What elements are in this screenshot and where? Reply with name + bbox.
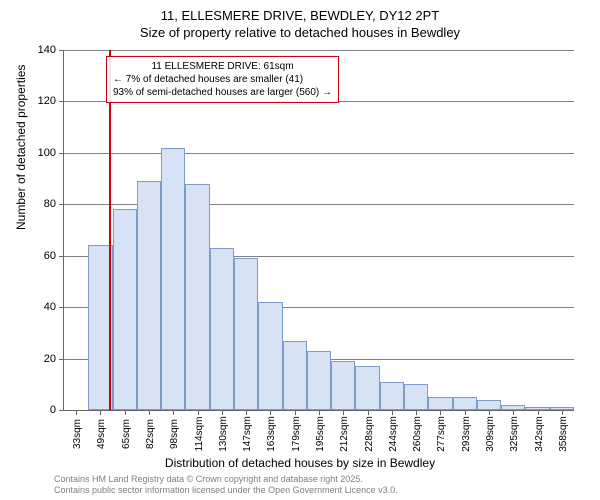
histogram-bar	[307, 351, 331, 410]
y-tick-label: 120	[38, 95, 56, 107]
x-tick-label: 33sqm	[72, 419, 83, 449]
histogram-bar	[477, 400, 501, 410]
histogram-bar	[355, 366, 379, 410]
histogram-bar	[161, 148, 185, 410]
x-tick-label: 82sqm	[145, 419, 156, 449]
y-tick	[59, 204, 64, 205]
x-tick	[538, 410, 539, 415]
attribution-line1: Contains HM Land Registry data © Crown c…	[54, 474, 398, 485]
x-tick	[246, 410, 247, 415]
histogram-bar	[137, 181, 161, 410]
x-axis-title: Distribution of detached houses by size …	[0, 456, 600, 470]
histogram-bar	[210, 248, 234, 410]
histogram-bar	[185, 184, 209, 410]
attribution-line2: Contains public sector information licen…	[54, 485, 398, 496]
x-tick-label: 277sqm	[436, 416, 447, 452]
x-tick-label: 179sqm	[291, 416, 302, 452]
x-tick	[76, 410, 77, 415]
y-tick-label: 40	[44, 301, 56, 313]
chart-title: 11, ELLESMERE DRIVE, BEWDLEY, DY12 2PT	[0, 0, 600, 23]
y-tick	[59, 101, 64, 102]
x-tick-label: 212sqm	[339, 416, 350, 452]
histogram-bar	[331, 361, 355, 410]
plot-area: 02040608010012014033sqm49sqm65sqm82sqm98…	[63, 50, 574, 411]
x-tick	[100, 410, 101, 415]
y-tick-label: 0	[50, 404, 56, 416]
annotation-line1: 11 ELLESMERE DRIVE: 61sqm	[113, 60, 332, 73]
histogram-bar	[428, 397, 452, 410]
y-tick	[59, 256, 64, 257]
marker-line	[109, 50, 111, 410]
chart-subtitle: Size of property relative to detached ho…	[0, 23, 600, 40]
x-tick-label: 195sqm	[315, 416, 326, 452]
y-tick-label: 100	[38, 147, 56, 159]
y-tick	[59, 153, 64, 154]
histogram-bar	[258, 302, 282, 410]
y-axis-title: Number of detached properties	[14, 65, 28, 230]
x-tick-label: 163sqm	[266, 416, 277, 452]
x-tick-label: 147sqm	[242, 416, 253, 452]
y-tick-label: 60	[44, 250, 56, 262]
y-tick-label: 140	[38, 44, 56, 56]
y-tick	[59, 50, 64, 51]
histogram-bar	[453, 397, 477, 410]
x-tick	[416, 410, 417, 415]
x-tick-label: 130sqm	[218, 416, 229, 452]
grid-line	[64, 50, 574, 51]
x-tick	[513, 410, 514, 415]
histogram-bar	[404, 384, 428, 410]
annotation-box: 11 ELLESMERE DRIVE: 61sqm ← 7% of detach…	[106, 56, 339, 103]
x-tick-label: 260sqm	[412, 416, 423, 452]
x-tick-label: 114sqm	[194, 417, 205, 452]
chart-container: 11, ELLESMERE DRIVE, BEWDLEY, DY12 2PT S…	[0, 0, 600, 500]
x-tick	[295, 410, 296, 415]
x-tick-label: 358sqm	[558, 416, 569, 452]
x-tick	[368, 410, 369, 415]
x-tick	[562, 410, 563, 415]
grid-line	[64, 153, 574, 154]
y-tick-label: 20	[44, 353, 56, 365]
x-tick-label: 309sqm	[485, 416, 496, 452]
x-tick	[149, 410, 150, 415]
x-tick	[125, 410, 126, 415]
x-tick-label: 65sqm	[121, 419, 132, 449]
histogram-bar	[380, 382, 404, 410]
histogram-bar	[234, 258, 258, 410]
x-tick	[222, 410, 223, 415]
x-tick	[173, 410, 174, 415]
y-tick	[59, 359, 64, 360]
x-tick	[465, 410, 466, 415]
x-tick	[440, 410, 441, 415]
y-tick	[59, 410, 64, 411]
x-tick-label: 244sqm	[388, 416, 399, 452]
x-tick-label: 228sqm	[364, 416, 375, 452]
annotation-line2: ← 7% of detached houses are smaller (41)	[113, 73, 332, 86]
x-tick	[270, 410, 271, 415]
x-tick-label: 342sqm	[534, 416, 545, 452]
x-tick	[343, 410, 344, 415]
x-tick	[319, 410, 320, 415]
annotation-line3: 93% of semi-detached houses are larger (…	[113, 86, 332, 99]
x-tick-label: 325sqm	[509, 416, 520, 452]
x-tick-label: 49sqm	[96, 419, 107, 449]
y-tick-label: 80	[44, 198, 56, 210]
x-tick-label: 98sqm	[169, 419, 180, 449]
attribution: Contains HM Land Registry data © Crown c…	[54, 474, 398, 496]
histogram-bar	[113, 209, 137, 410]
x-tick	[198, 410, 199, 415]
x-tick	[392, 410, 393, 415]
histogram-bar	[283, 341, 307, 410]
x-tick-label: 293sqm	[461, 416, 472, 452]
y-tick	[59, 307, 64, 308]
x-tick	[489, 410, 490, 415]
